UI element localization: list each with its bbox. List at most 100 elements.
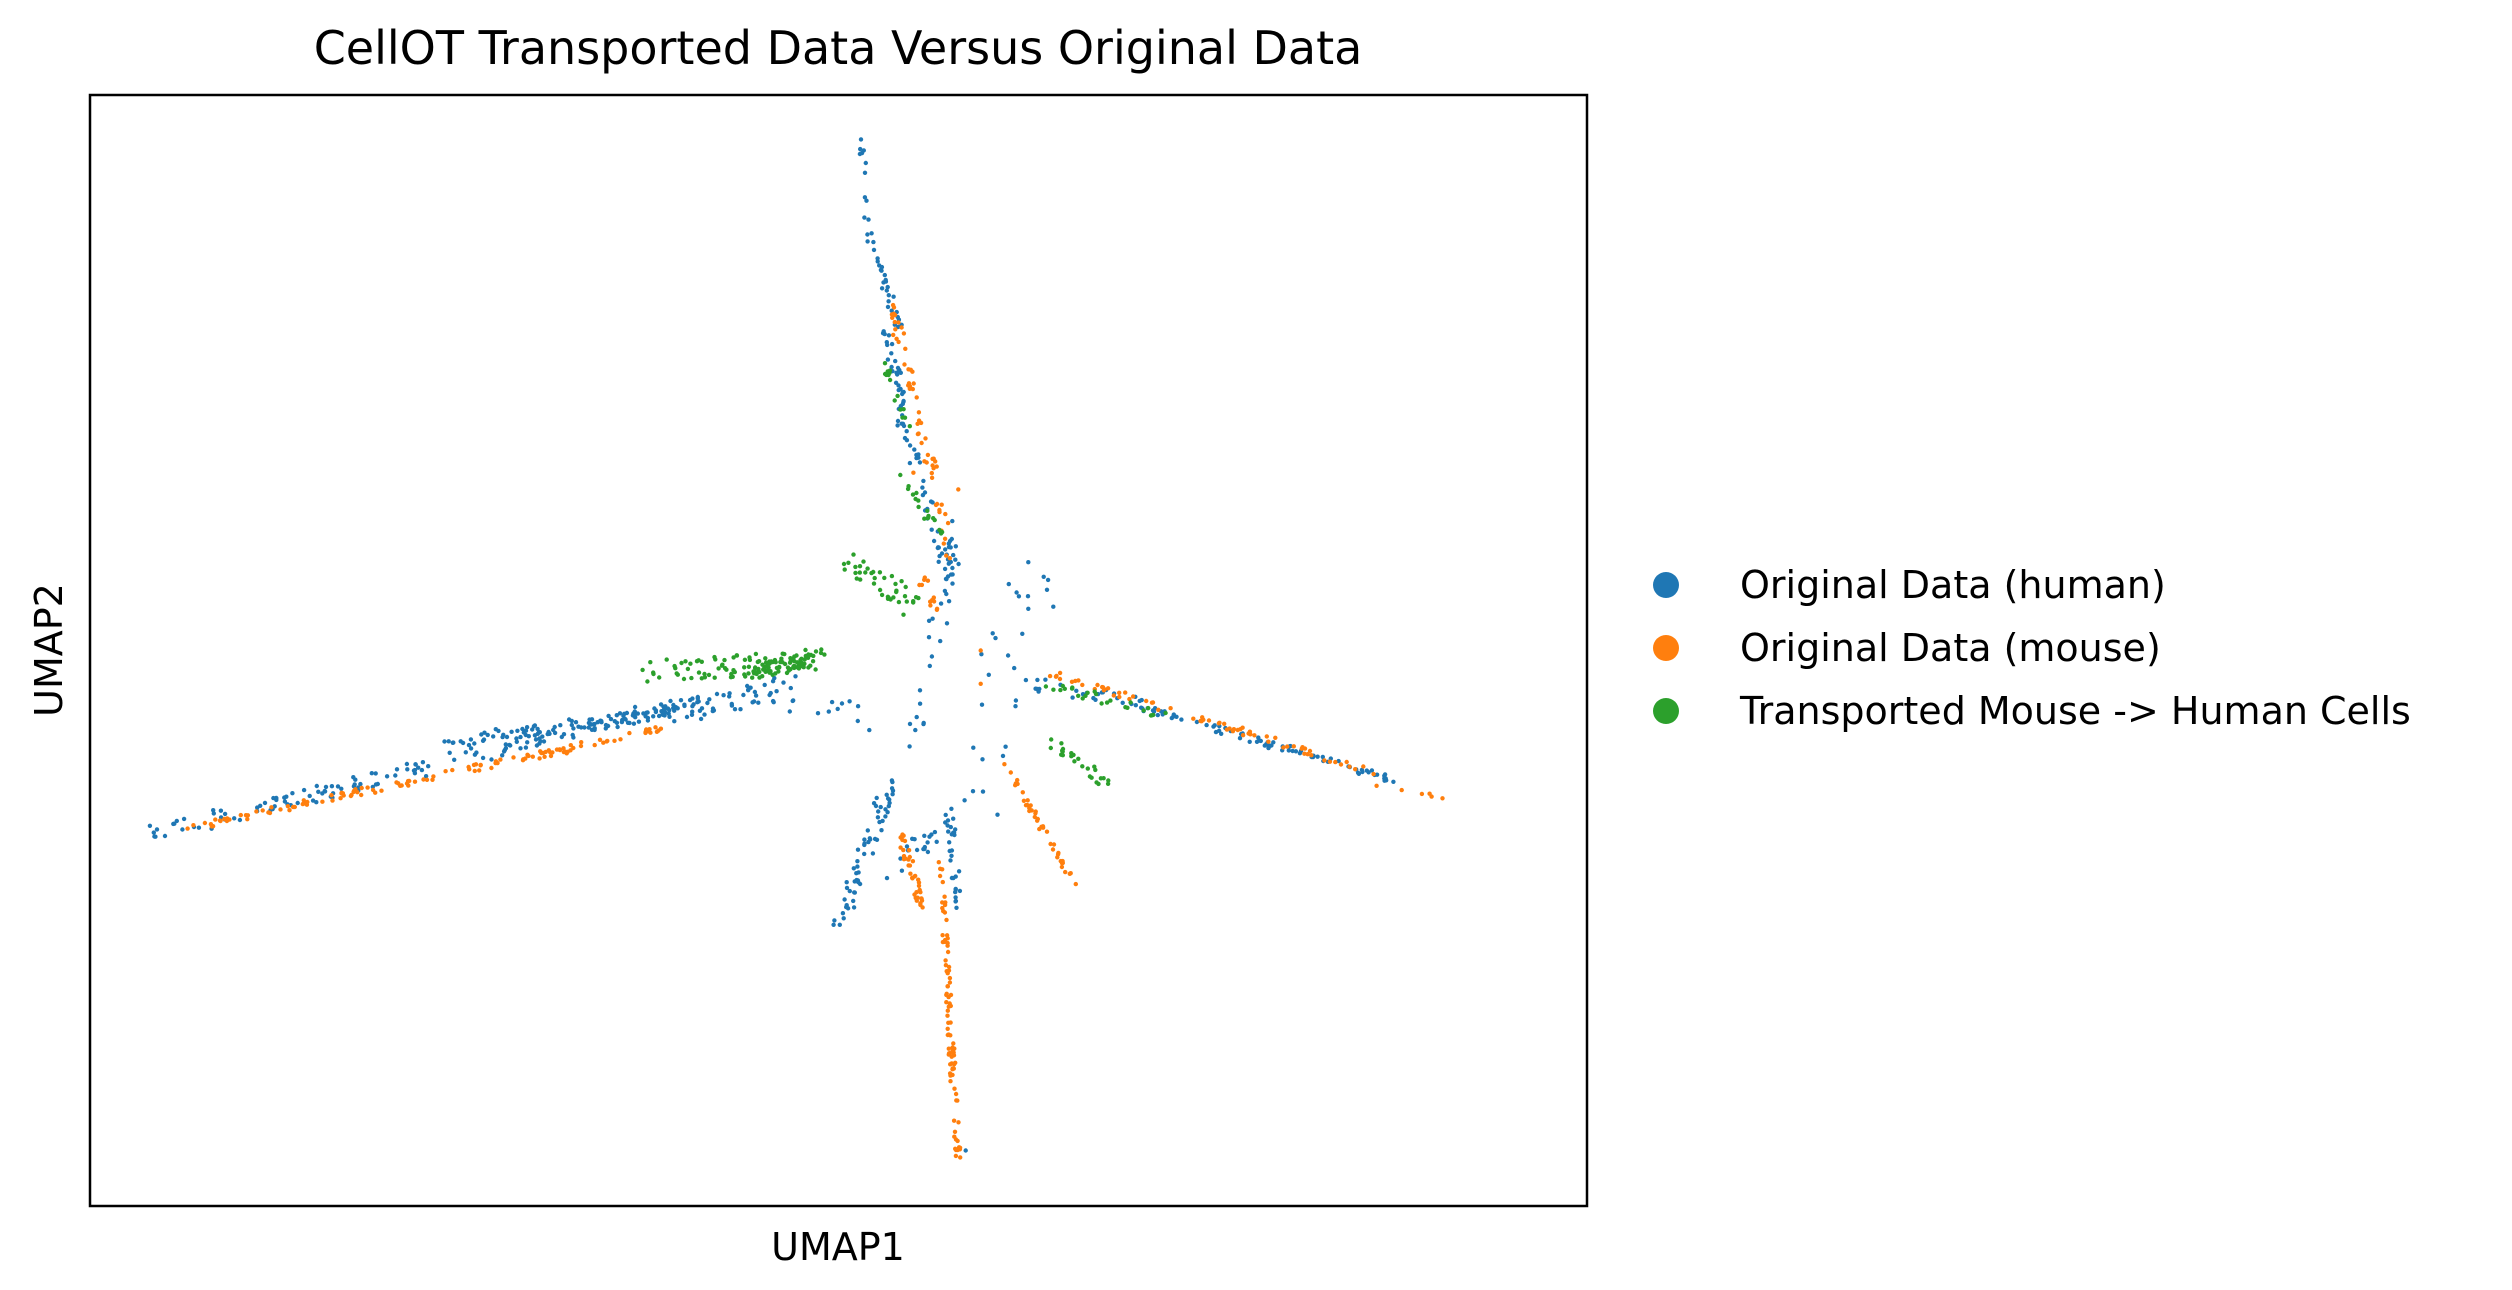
scatter-point-series-2 bbox=[493, 760, 498, 766]
scatter-point-series-1 bbox=[1012, 665, 1017, 671]
scatter-point-series-2 bbox=[944, 933, 950, 938]
scatter-point-series-2 bbox=[958, 1155, 963, 1160]
scatter-point-series-1 bbox=[896, 324, 901, 330]
scatter-point-series-3 bbox=[926, 515, 931, 520]
scatter-point-series-1 bbox=[482, 730, 487, 735]
scatter-point-series-1 bbox=[901, 398, 906, 404]
scatter-point-series-1 bbox=[710, 708, 715, 714]
scatter-point-series-1 bbox=[531, 724, 537, 729]
scatter-point-series-1 bbox=[1204, 722, 1209, 728]
scatter-point-series-1 bbox=[480, 738, 486, 743]
scatter-point-series-1 bbox=[503, 746, 509, 751]
scatter-point-series-1 bbox=[951, 552, 956, 558]
scatter-point-series-1 bbox=[301, 787, 307, 793]
scatter-point-series-1 bbox=[791, 698, 796, 703]
scatter-point-series-2 bbox=[928, 603, 933, 608]
scatter-point-series-2 bbox=[478, 762, 483, 768]
scatter-point-series-3 bbox=[786, 668, 792, 673]
scatter-point-series-1 bbox=[1005, 653, 1011, 658]
scatter-point-series-2 bbox=[1222, 721, 1227, 726]
scatter-point-series-1 bbox=[1023, 677, 1029, 683]
scatter-point-series-3 bbox=[651, 670, 656, 675]
scatter-point-series-1 bbox=[746, 688, 751, 693]
scatter-point-series-3 bbox=[932, 517, 937, 523]
scatter-point-series-1 bbox=[416, 765, 421, 770]
scatter-point-series-3 bbox=[904, 599, 909, 604]
scatter-point-series-1 bbox=[885, 357, 891, 362]
scatter-point-series-2 bbox=[915, 431, 921, 437]
scatter-point-series-2 bbox=[1344, 759, 1349, 765]
scatter-point-series-1 bbox=[1014, 590, 1019, 595]
scatter-point-series-2 bbox=[1057, 676, 1063, 682]
scatter-point-series-1 bbox=[592, 726, 597, 731]
scatter-point-series-1 bbox=[526, 734, 531, 739]
scatter-point-series-1 bbox=[862, 195, 868, 200]
scatter-point-series-2 bbox=[431, 774, 436, 779]
scatter-point-series-1 bbox=[339, 786, 344, 791]
scatter-point-series-1 bbox=[885, 304, 891, 310]
scatter-point-series-2 bbox=[938, 866, 943, 871]
scatter-point-series-3 bbox=[907, 424, 912, 429]
scatter-point-series-1 bbox=[503, 742, 508, 747]
scatter-point-series-2 bbox=[1149, 700, 1155, 705]
scatter-point-series-1 bbox=[491, 734, 496, 739]
scatter-point-series-1 bbox=[695, 694, 700, 700]
scatter-point-series-1 bbox=[1035, 677, 1040, 683]
scatter-point-series-3 bbox=[778, 659, 783, 665]
plot-area bbox=[147, 137, 1445, 1160]
scatter-point-series-1 bbox=[912, 447, 917, 452]
scatter-point-series-2 bbox=[209, 824, 214, 829]
scatter-point-series-1 bbox=[865, 828, 870, 833]
scatter-point-series-1 bbox=[472, 752, 478, 757]
scatter-point-series-1 bbox=[684, 714, 690, 720]
scatter-point-series-2 bbox=[1069, 679, 1075, 684]
scatter-point-series-1 bbox=[895, 418, 901, 424]
scatter-point-series-2 bbox=[471, 762, 477, 768]
scatter-point-series-1 bbox=[862, 851, 867, 857]
scatter-point-series-2 bbox=[1035, 816, 1041, 822]
scatter-point-series-1 bbox=[855, 704, 861, 709]
scatter-point-series-2 bbox=[278, 807, 283, 812]
scatter-point-series-2 bbox=[922, 575, 927, 580]
scatter-point-series-3 bbox=[791, 658, 797, 664]
scatter-point-series-1 bbox=[929, 654, 935, 659]
scatter-point-series-1 bbox=[889, 364, 894, 370]
scatter-point-series-2 bbox=[917, 887, 922, 893]
legend-marker-3 bbox=[1653, 698, 1679, 724]
scatter-point-series-2 bbox=[285, 804, 291, 809]
scatter-point-series-3 bbox=[702, 671, 707, 677]
scatter-point-series-2 bbox=[424, 777, 430, 782]
scatter-point-series-2 bbox=[953, 1147, 959, 1153]
scatter-point-series-1 bbox=[949, 848, 955, 853]
scatter-point-series-1 bbox=[899, 868, 905, 873]
scatter-point-series-1 bbox=[466, 742, 472, 748]
scatter-point-series-2 bbox=[260, 808, 265, 813]
scatter-point-series-1 bbox=[545, 731, 550, 737]
scatter-point-series-3 bbox=[1163, 710, 1168, 716]
scatter-point-series-2 bbox=[915, 895, 920, 900]
scatter-point-series-3 bbox=[1049, 737, 1054, 742]
scatter-point-series-1 bbox=[420, 760, 426, 765]
scatter-point-series-2 bbox=[1105, 686, 1111, 691]
scatter-point-series-2 bbox=[1080, 682, 1085, 688]
scatter-point-series-2 bbox=[489, 765, 494, 771]
scatter-point-series-1 bbox=[950, 565, 955, 571]
scatter-point-series-1 bbox=[1120, 700, 1125, 705]
scatter-point-series-1 bbox=[900, 390, 905, 395]
scatter-point-series-1 bbox=[874, 795, 879, 801]
scatter-point-series-2 bbox=[1101, 688, 1107, 693]
scatter-point-series-3 bbox=[773, 671, 778, 676]
scatter-point-series-2 bbox=[627, 730, 632, 736]
scatter-point-series-1 bbox=[929, 527, 934, 532]
scatter-point-series-2 bbox=[1252, 733, 1257, 738]
plot-frame bbox=[88, 93, 1589, 1208]
scatter-point-series-2 bbox=[944, 553, 949, 558]
scatter-point-series-1 bbox=[876, 809, 881, 814]
scatter-point-series-3 bbox=[1128, 700, 1133, 705]
scatter-point-series-2 bbox=[952, 1129, 958, 1135]
scatter-point-series-2 bbox=[1025, 798, 1030, 803]
scatter-point-series-3 bbox=[899, 579, 904, 584]
scatter-point-series-2 bbox=[658, 726, 664, 731]
scatter-point-series-2 bbox=[936, 860, 941, 865]
scatter-point-series-3 bbox=[857, 564, 863, 569]
